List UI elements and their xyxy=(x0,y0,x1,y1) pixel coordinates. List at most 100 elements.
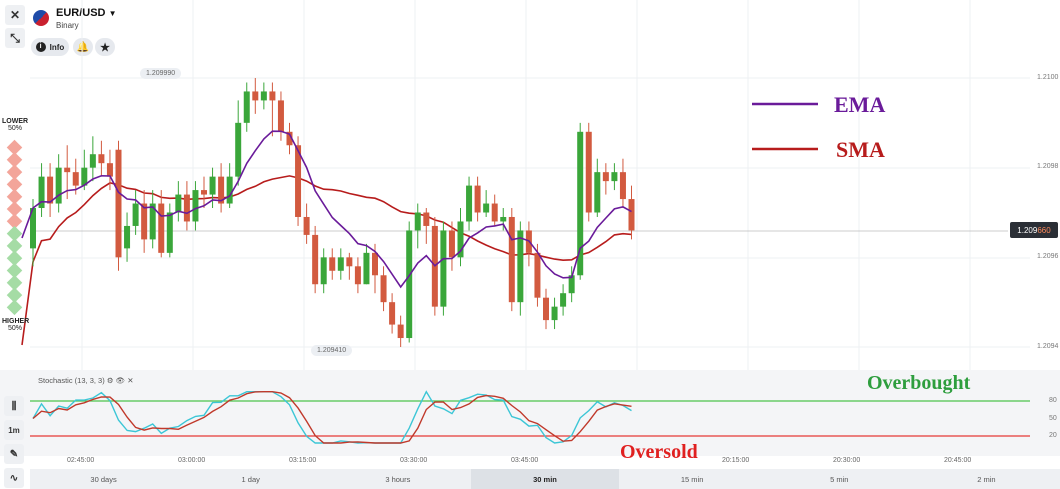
candle-body xyxy=(269,91,276,101)
tf-2-min[interactable]: 2 min xyxy=(977,474,996,484)
candle-body xyxy=(440,230,447,307)
tf-3-hours[interactable]: 3 hours xyxy=(385,474,411,484)
candle xyxy=(354,257,361,294)
candle xyxy=(628,185,635,240)
drawing-button[interactable]: ✎ xyxy=(4,444,24,464)
candle-body xyxy=(474,185,481,213)
tf-15-min[interactable]: 15 min xyxy=(680,474,704,484)
bell-icon: 🔔 xyxy=(76,41,90,53)
candle-body xyxy=(286,131,293,146)
candle xyxy=(483,190,490,217)
candle xyxy=(141,190,148,253)
price-tick: 1.2094 xyxy=(1037,343,1059,350)
candle xyxy=(81,149,88,191)
candle xyxy=(183,181,190,231)
tf-5-min[interactable]: 5 min xyxy=(830,474,849,484)
lower-diamond xyxy=(6,176,23,193)
candle xyxy=(38,163,45,217)
higher-label: HIGHER 50% xyxy=(2,318,30,332)
candle xyxy=(226,163,233,209)
tf-1-day[interactable]: 1 day xyxy=(241,474,260,484)
candle xyxy=(594,158,601,217)
candle-body xyxy=(551,306,558,321)
candle xyxy=(508,208,515,312)
candle-body xyxy=(201,190,207,195)
candle-body xyxy=(64,167,71,173)
timeframe-button[interactable]: 1m xyxy=(4,420,24,440)
candle xyxy=(98,140,105,177)
indicator-panel xyxy=(0,370,1060,456)
higher-diamond xyxy=(6,299,23,316)
candle xyxy=(235,100,242,186)
candle xyxy=(577,122,584,280)
candle-body xyxy=(500,216,507,222)
lower-diamond xyxy=(6,213,23,230)
candle xyxy=(192,181,199,231)
oversold-label: Oversold xyxy=(620,441,698,463)
close-button[interactable]: ✕ xyxy=(5,5,25,25)
time-tick: 20:30:00 xyxy=(833,457,861,464)
candle-body xyxy=(260,91,267,101)
candle xyxy=(303,203,310,244)
candle-body xyxy=(577,131,584,276)
candle xyxy=(329,248,336,280)
candle-body xyxy=(397,324,404,339)
close-icon[interactable]: ✕ xyxy=(127,376,134,385)
time-tick: 03:45:00 xyxy=(511,457,539,464)
info-button[interactable]: i Info xyxy=(31,38,69,56)
candle-body xyxy=(183,194,190,222)
sma-line xyxy=(21,175,632,346)
alert-button[interactable]: 🔔 xyxy=(73,38,93,56)
candle-body xyxy=(448,230,455,258)
candle xyxy=(611,163,618,191)
time-tick: 03:00:00 xyxy=(178,457,206,464)
sma-legend-label: SMA xyxy=(836,137,885,162)
candle-body xyxy=(89,154,96,168)
candle-body xyxy=(628,199,635,231)
tf-30-min[interactable]: 30 min xyxy=(471,469,619,489)
candle-body xyxy=(423,212,430,226)
candle xyxy=(312,225,319,294)
candle xyxy=(337,248,344,280)
candle xyxy=(517,221,524,316)
ema-legend-label: EMA xyxy=(834,92,886,117)
candle-body xyxy=(81,167,88,186)
candle-body xyxy=(483,203,490,213)
candle-body xyxy=(38,176,45,209)
candle-body xyxy=(252,91,259,101)
candle-body xyxy=(389,302,396,325)
candle xyxy=(209,167,216,209)
eye-icon[interactable]: 👁 xyxy=(115,376,126,385)
candle xyxy=(414,203,421,249)
candle-body xyxy=(457,221,464,258)
gear-icon[interactable]: ⚙ xyxy=(106,376,114,385)
lower-diamond xyxy=(6,164,23,180)
collapse-button[interactable]: ⤡ xyxy=(5,28,25,48)
currency-flag-icon xyxy=(33,10,49,26)
candle-body xyxy=(508,216,515,303)
higher-diamond xyxy=(6,238,23,254)
indicators-button[interactable]: ∿ xyxy=(4,468,24,488)
candle xyxy=(491,194,498,226)
chart-type-button[interactable]: ⫼ xyxy=(4,396,24,416)
time-tick: 03:15:00 xyxy=(289,457,317,464)
candle-body xyxy=(55,167,62,204)
candle xyxy=(466,176,473,231)
candle-body xyxy=(209,176,216,195)
asset-selector[interactable]: EUR/USD ▼ xyxy=(56,7,117,19)
candle xyxy=(175,181,182,222)
candle xyxy=(551,297,558,330)
candle-body xyxy=(141,203,148,240)
candle xyxy=(166,203,173,258)
close-icon: ✕ xyxy=(9,8,21,22)
tf-30-days[interactable]: 30 days xyxy=(90,474,117,484)
sentiment-bar xyxy=(6,139,23,316)
favorite-button[interactable]: ★ xyxy=(95,38,115,56)
price-tick: 1.2098 xyxy=(1037,163,1059,170)
indicator-wave-icon: ∿ xyxy=(9,472,19,484)
candle-body xyxy=(295,145,302,217)
higher-diamond xyxy=(6,225,23,242)
candle xyxy=(149,190,156,249)
candle-body xyxy=(594,172,601,213)
